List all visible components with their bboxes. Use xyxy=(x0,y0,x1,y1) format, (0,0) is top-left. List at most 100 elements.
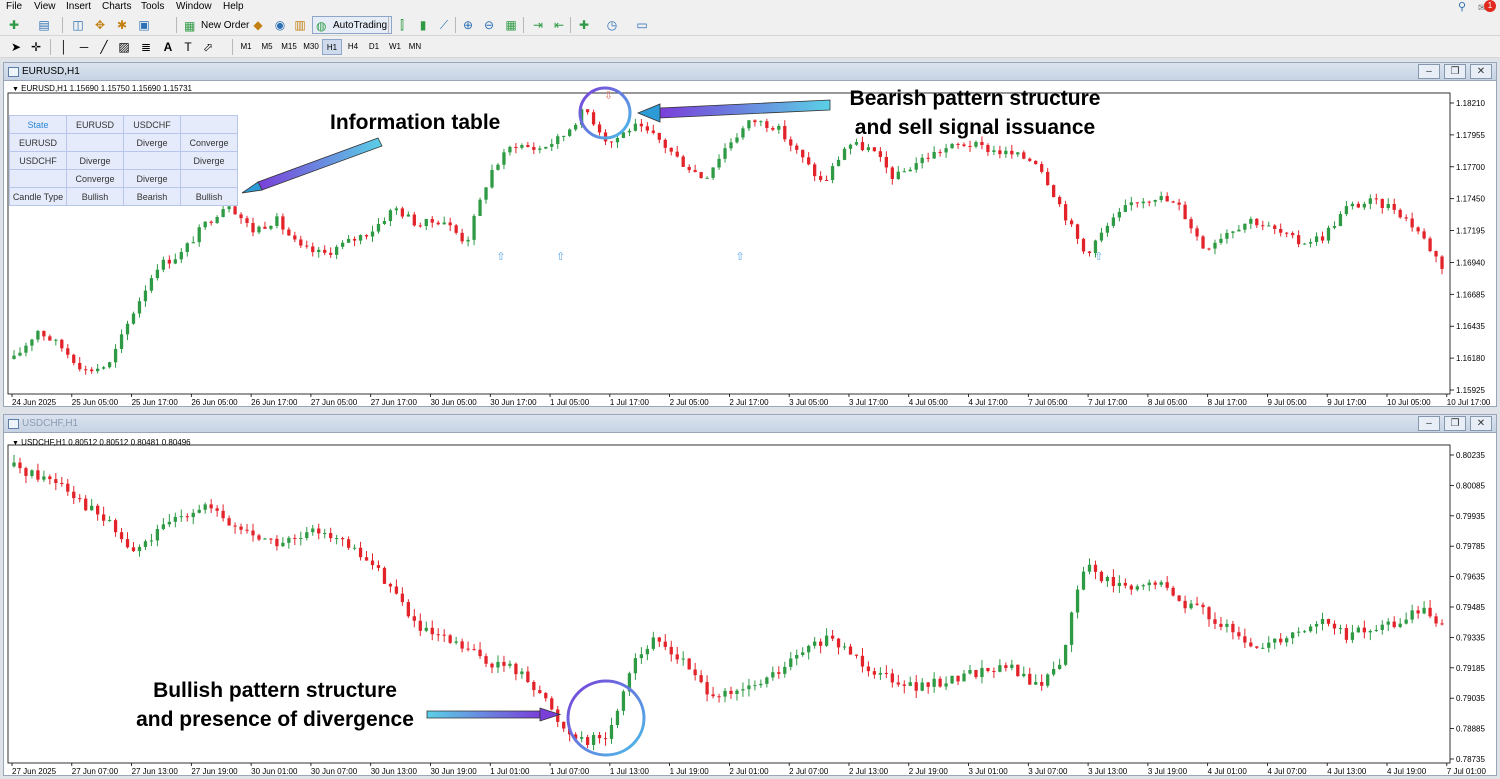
periods-icon[interactable]: ◷ xyxy=(606,18,618,32)
timeframe-d1[interactable]: D1 xyxy=(368,42,380,51)
timeframe-w1[interactable]: W1 xyxy=(389,42,401,51)
restore-button[interactable]: ❐ xyxy=(1444,416,1466,431)
candle xyxy=(520,668,524,679)
time-label: 3 Jul 13:00 xyxy=(1088,767,1128,776)
candlestick-icon[interactable]: ▮ xyxy=(419,18,427,32)
candle-body xyxy=(1285,232,1289,234)
timeframe-mn[interactable]: MN xyxy=(408,42,422,51)
timeframe-h1[interactable]: H1 xyxy=(322,39,342,55)
price-label: 1.16940 xyxy=(1456,258,1485,267)
timeframe-m5[interactable]: M5 xyxy=(261,42,273,51)
close-button[interactable]: ✕ xyxy=(1470,416,1492,431)
new-order-button[interactable]: ▦ New Order xyxy=(184,19,250,33)
candle xyxy=(1428,236,1432,253)
signals-icon[interactable]: ◉ xyxy=(274,18,286,32)
timeframe-m15[interactable]: M15 xyxy=(281,42,297,51)
templates-icon[interactable]: ▭ xyxy=(636,18,648,32)
autoscroll-icon[interactable]: ⇥ xyxy=(532,18,544,32)
timeframe-m1[interactable]: M1 xyxy=(240,42,252,51)
menu-help[interactable]: Help xyxy=(223,1,244,12)
candle xyxy=(412,609,416,628)
channel-icon[interactable]: ▨ xyxy=(118,40,130,54)
candle xyxy=(1344,200,1349,217)
minimize-button[interactable]: – xyxy=(1418,64,1440,79)
timeframe-h4[interactable]: H4 xyxy=(347,42,359,51)
chart-window-eurusd[interactable]: EURUSD,H1 – ❐ ✕ ▼ EURUSD,H1 1.15690 1.15… xyxy=(3,62,1497,407)
notifications-icon[interactable]: ✉ 1 xyxy=(1478,0,1496,14)
close-button[interactable]: ✕ xyxy=(1470,64,1492,79)
line-chart-icon[interactable]: ⟋ xyxy=(439,18,449,32)
candle-body xyxy=(890,167,894,180)
candle xyxy=(777,123,781,134)
text-label-icon[interactable]: T xyxy=(184,40,192,54)
trendline-icon[interactable]: ╱ xyxy=(100,40,108,54)
candle-body xyxy=(663,139,667,148)
candle-body xyxy=(490,169,494,188)
price-label: 1.17700 xyxy=(1456,163,1485,172)
tile-windows-icon[interactable]: ▦ xyxy=(505,18,517,32)
horizontal-line-icon[interactable]: ─ xyxy=(79,40,89,54)
menu-tools[interactable]: Tools xyxy=(141,1,165,12)
info-table-cell: Diverge xyxy=(123,169,181,188)
crosshair-icon[interactable]: ✛ xyxy=(30,40,42,54)
candle xyxy=(203,221,207,230)
candle-body xyxy=(1105,577,1110,582)
candle xyxy=(848,643,853,655)
search-icon[interactable]: ⚲ xyxy=(1458,1,1467,13)
chart-window-usdchf[interactable]: USDCHF,H1 – ❐ ✕ ▼ USDCHF,H1 0.80512 0.80… xyxy=(3,414,1497,776)
experts-icon[interactable]: ◆ xyxy=(253,18,263,32)
time-label: 2 Jul 13:00 xyxy=(849,767,889,776)
terminal-icon[interactable]: ▣ xyxy=(138,18,150,32)
market-watch-icon[interactable]: ◫ xyxy=(72,18,84,32)
candle-body xyxy=(1159,582,1163,585)
navigator-icon[interactable]: ✱ xyxy=(116,18,128,32)
candle-body xyxy=(1135,202,1139,204)
fibonacci-icon[interactable]: ≣ xyxy=(140,40,152,54)
candle-body xyxy=(299,239,303,246)
candle xyxy=(675,145,679,158)
chart-window-titlebar[interactable]: USDCHF,H1 – ❐ ✕ xyxy=(4,415,1496,433)
candle-body xyxy=(1338,628,1343,630)
text-icon[interactable]: A xyxy=(163,40,173,54)
usdchf-candlestick-chart[interactable]: 0.80235 0.80085 0.79935 0.79785 0.79635 0.794… xyxy=(4,433,1498,777)
indicators-icon[interactable]: ✚ xyxy=(578,18,590,32)
chart-shift-icon[interactable]: ⇤ xyxy=(553,18,565,32)
chart-window-titlebar[interactable]: EURUSD,H1 – ❐ ✕ xyxy=(4,63,1496,81)
candle xyxy=(866,661,871,677)
candle-body xyxy=(24,468,28,476)
info-table-cell xyxy=(123,151,181,170)
minimize-button[interactable]: – xyxy=(1418,416,1440,431)
candle xyxy=(1434,250,1438,263)
cursor-icon[interactable]: ➤ xyxy=(10,40,22,54)
candle xyxy=(1111,569,1116,593)
zoom-out-icon[interactable]: ⊖ xyxy=(483,18,495,32)
candle-body xyxy=(466,239,470,242)
candle xyxy=(1022,666,1026,678)
menu-insert[interactable]: Insert xyxy=(66,1,92,12)
candle-body xyxy=(84,498,88,511)
candle-body xyxy=(54,339,58,341)
candle-body xyxy=(711,694,715,697)
market-icon[interactable]: ▥ xyxy=(294,18,306,32)
zoom-in-icon[interactable]: ⊕ xyxy=(462,18,474,32)
menu-view[interactable]: View xyxy=(34,1,56,12)
autotrading-button[interactable]: ◍ AutoTrading xyxy=(312,16,393,34)
menu-charts[interactable]: Charts xyxy=(102,1,132,12)
candle-body xyxy=(1028,158,1032,161)
new-chart-icon[interactable]: ✚ xyxy=(8,18,20,32)
menu-file[interactable]: File xyxy=(6,1,23,12)
candle xyxy=(84,495,88,512)
timeframe-m30[interactable]: M30 xyxy=(303,42,319,51)
candle xyxy=(932,146,936,159)
menu-window[interactable]: Window xyxy=(176,1,212,12)
restore-button[interactable]: ❐ xyxy=(1444,64,1466,79)
candle-body xyxy=(394,586,399,594)
arrows-icon[interactable]: ⬀ xyxy=(202,40,214,54)
candle-body xyxy=(1022,673,1026,677)
vertical-line-icon[interactable]: │ xyxy=(60,40,68,54)
profiles-icon[interactable]: ▤ xyxy=(38,18,50,32)
candle-body xyxy=(84,369,88,371)
data-window-icon[interactable]: ✥ xyxy=(94,18,106,32)
candle-body xyxy=(1213,242,1217,249)
bar-chart-icon[interactable]: ⫿ xyxy=(400,18,404,32)
